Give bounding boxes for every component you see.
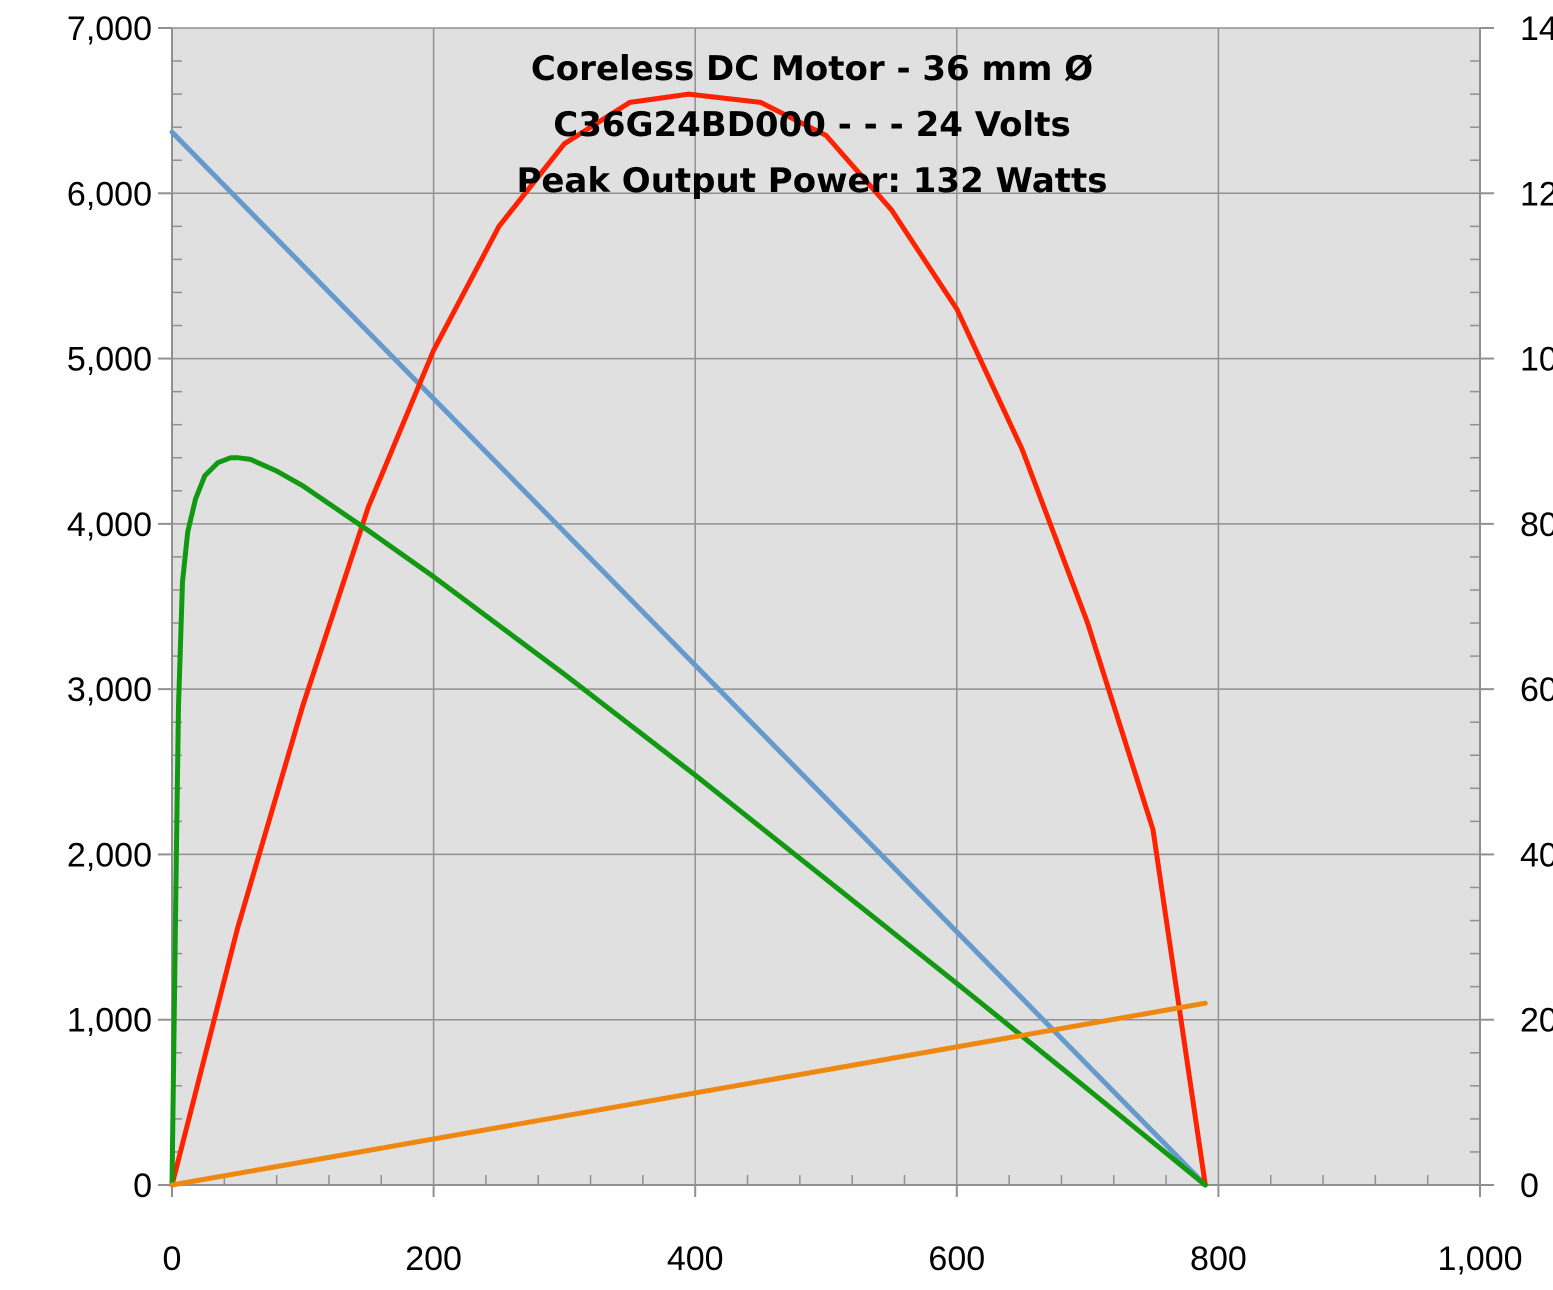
y2-tick-label: 40: [1520, 836, 1553, 874]
chart-title: Coreless DC Motor - 36 mm Ø C36G24BD000 -…: [516, 49, 1107, 201]
x-tick-label: 1,000: [1437, 1240, 1522, 1278]
gridlines: [172, 27, 1481, 1185]
series-lines: [169, 91, 1208, 1188]
y-tick-label: 1,000: [67, 1002, 152, 1040]
y-tick-label: 3,000: [67, 671, 152, 709]
y2-axis-tick-labels: 0 20 40 60 80 100 120 140: [1520, 10, 1553, 1205]
chart-title-line-2: C36G24BD000 - - - 24 Volts: [553, 105, 1070, 145]
x-tick-label: 800: [1190, 1240, 1247, 1278]
y2-tick-label: 60: [1520, 671, 1553, 709]
y-tick-label: 2,000: [67, 836, 152, 874]
y2-tick-label: 0: [1520, 1167, 1539, 1205]
series-line-2: [169, 455, 1208, 1188]
chart-title-line-3: Peak Output Power: 132 Watts: [516, 161, 1107, 201]
x-tick-label: 600: [928, 1240, 985, 1278]
y2-tick-label: 140: [1520, 10, 1553, 48]
y-tick-label: 0: [133, 1167, 152, 1205]
x-tick-label: 400: [667, 1240, 724, 1278]
y2-tick-label: 120: [1520, 175, 1553, 213]
y-axis-tick-labels: 0 1,000 2,000 3,000 4,000 5,000 6,000 7,000: [67, 10, 152, 1205]
y2-tick-label: 20: [1520, 1002, 1553, 1040]
x-tick-label: 200: [405, 1240, 462, 1278]
axes: [158, 27, 1494, 1197]
y-tick-label: 7,000: [67, 10, 152, 48]
y2-tick-label: 100: [1520, 341, 1553, 379]
y-tick-label: 5,000: [67, 341, 152, 379]
x-tick-label: 0: [163, 1240, 182, 1278]
chart-title-line-1: Coreless DC Motor - 36 mm Ø: [531, 49, 1093, 89]
y-tick-label: 6,000: [67, 175, 152, 213]
series-line-0: [169, 129, 1208, 1188]
x-axis-tick-labels: 0 200 400 600 800 1,000: [163, 1240, 1523, 1278]
plot-area-background: [172, 28, 1480, 1185]
y2-tick-label: 80: [1520, 506, 1553, 544]
series-line-1: [169, 91, 1208, 1188]
y-tick-label: 4,000: [67, 506, 152, 544]
series-line-3: [169, 1000, 1208, 1188]
